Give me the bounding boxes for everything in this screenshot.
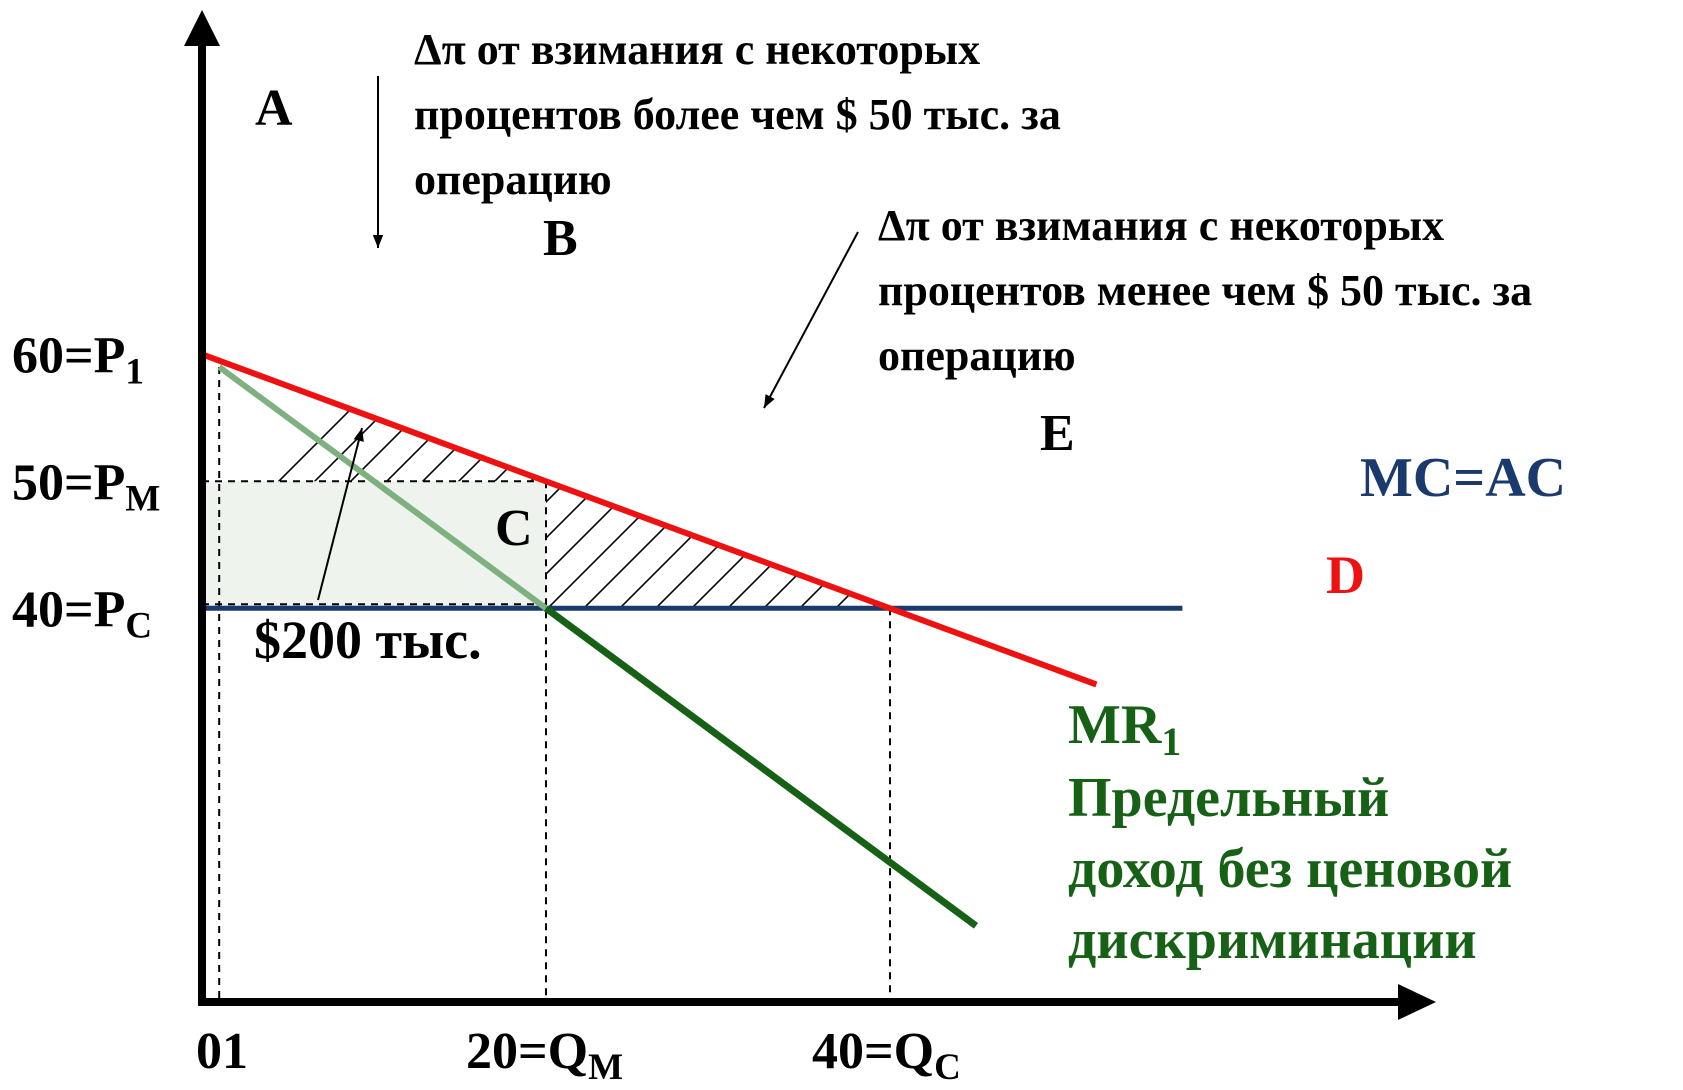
y-tick-label-0-sub: 1 [125,351,144,392]
y-tick-label-1: 50=PM [12,454,160,519]
right-note-line-1: процентов менее чем $ 50 тыс. за [878,266,1532,315]
y-tick-label-2: 40=PC [12,581,152,646]
y-tick-label-1-sub: M [125,478,160,519]
y-tick-label-1-text: 50=P [12,454,125,511]
demand-label: D [1326,545,1365,605]
mr-description-line-1-text: доход без ценовой [1068,838,1512,900]
mr-description-line-1: доход без ценовой [1068,838,1512,900]
mr-description-line-2: дискриминации [1068,909,1477,971]
upper-note-line-0: Δπ от взимания с некоторых [414,25,980,74]
x-tick-label-0: 01 [196,1023,248,1080]
x-axis-arrow [1398,984,1436,1020]
x-tick-label-2-sub: C [934,1047,961,1088]
right-note-line-0: Δπ от взимания с некоторых [878,201,1444,250]
mr-description-line-0: Предельный [1068,767,1389,829]
upper-note-line-2: операцию [414,155,612,204]
x-tick-label-2-text: 40=Q [812,1023,934,1080]
x-tick-label-1: 20=QM [466,1023,623,1088]
mr-label-text: MR [1068,694,1162,756]
area-note: $200 тыс. [254,610,482,670]
x-tick-label-2: 40=QC [812,1023,961,1088]
x-tick-label-1-sub: M [588,1047,623,1088]
y-tick-label-0-text: 60=P [12,327,125,384]
y-tick-label-2-sub: C [125,605,152,646]
point-label-E-text: E [1040,405,1075,462]
hatch-line [516,220,936,640]
mr-label-sub: 1 [1161,719,1181,764]
mc-ac-label: MC=AC [1360,447,1566,509]
mr-label: MR1 [1068,694,1181,764]
point-label-A-text: A [255,80,293,137]
upper-note-line-0-text: Δπ от взимания с некоторых [414,25,980,74]
mr-description-line-2-text: дискриминации [1068,909,1477,971]
point-label-C-text: C [495,500,533,557]
x-tick-label-0-text: 01 [196,1023,248,1080]
point-label-B-text: B [543,210,578,267]
right-note-line-1-text: процентов менее чем $ 50 тыс. за [878,266,1532,315]
upper-note-line-1: процентов более чем $ 50 тыс. за [414,90,1061,139]
right-note-arrow [764,232,858,408]
point-label-C: C [495,500,533,557]
y-tick-label-0: 60=P1 [12,327,144,392]
mr-description-line-0-text: Предельный [1068,767,1389,829]
right-note-arrow-head [764,394,775,408]
point-label-B: B [543,210,578,267]
x-tick-label-1-text: 20=Q [466,1023,588,1080]
right-note-line-0-text: Δπ от взимания с некоторых [878,201,1444,250]
upper-note-arrow-head [373,235,383,248]
point-label-A: A [255,80,293,137]
mr-line-lower [546,608,976,926]
point-label-E: E [1040,405,1075,462]
upper-note-line-1-text: процентов более чем $ 50 тыс. за [414,90,1061,139]
y-axis-arrow [184,10,220,46]
y-tick-label-2-text: 40=P [12,581,125,638]
right-note-line-2-text: операцию [878,331,1076,380]
right-note-line-2: операцию [878,331,1076,380]
area-note-text: $200 тыс. [254,610,482,670]
demand-label-text: D [1326,545,1365,605]
mc-ac-label-text: MC=AC [1360,447,1566,509]
upper-note-line-2-text: операцию [414,155,612,204]
